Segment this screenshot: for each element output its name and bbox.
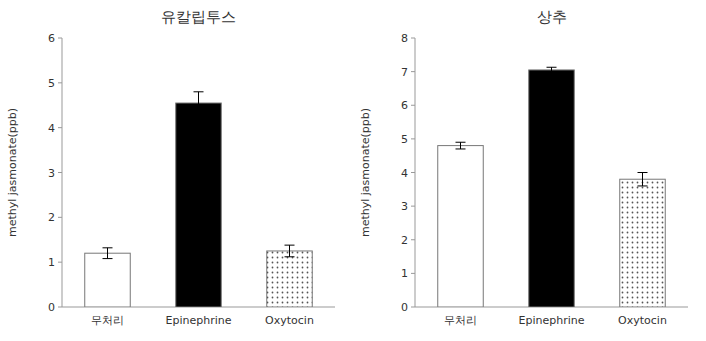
error-bar-path	[638, 173, 648, 186]
x-tick-label: Oxytocin	[265, 314, 314, 327]
y-tick-label: 1	[48, 256, 55, 269]
y-tick-label: 6	[401, 99, 408, 112]
error-bar-path	[194, 92, 204, 114]
chart-title: 상추	[537, 8, 567, 26]
error-bar-path	[285, 245, 295, 257]
chart-svg: 유칼립투스 methyl jasmonate(ppb) 0 1 2 3 4 5 6 무처리 Epin…	[0, 0, 706, 341]
chart-container: 유칼립투스 methyl jasmonate(ppb) 0 1 2 3 4 5 6 무처리 Epin…	[0, 0, 706, 341]
bar-hatch	[267, 251, 313, 307]
x-tick-label: 무처리	[444, 314, 477, 327]
y-tick-label: 3	[401, 200, 408, 213]
error-bar	[638, 173, 648, 186]
y-tick-label: 2	[48, 211, 55, 224]
y-tick-label: 4	[48, 122, 55, 135]
y-tick	[411, 105, 415, 106]
bar	[438, 146, 484, 307]
x-tick-label: Oxytocin	[618, 314, 667, 327]
y-tick	[58, 217, 62, 218]
bar	[267, 251, 313, 307]
bar	[620, 179, 666, 307]
y-tick-label: 1	[401, 267, 408, 280]
y-tick	[58, 82, 62, 83]
error-bar-path	[547, 67, 557, 72]
x-tick-label: Epinephrine	[166, 314, 232, 327]
error-bar-path	[103, 248, 113, 259]
y-tick-label: 0	[401, 301, 408, 314]
x-tick-label: 무처리	[91, 314, 124, 327]
y-tick	[58, 38, 62, 39]
error-bar-path	[456, 142, 466, 149]
panel: 상추 methyl jasmonate(ppb) 0 1 2 3 4 5 6 7 8 무처리 Epine…	[359, 8, 688, 327]
y-tick-label: 6	[48, 32, 55, 45]
y-tick	[58, 307, 62, 308]
y-tick	[411, 172, 415, 173]
marks	[438, 67, 666, 307]
y-tick	[58, 172, 62, 173]
y-tick	[411, 307, 415, 308]
y-tick-label: 5	[401, 133, 408, 146]
y-tick	[58, 262, 62, 263]
marks	[85, 92, 313, 307]
y-tick	[58, 127, 62, 128]
bar	[529, 70, 575, 307]
x-tick-label: Epinephrine	[519, 314, 585, 327]
y-tick	[411, 38, 415, 39]
y-tick	[411, 239, 415, 240]
chart-title: 유칼립투스	[161, 8, 236, 26]
error-bar	[547, 67, 557, 72]
y-tick	[411, 206, 415, 207]
error-bar	[285, 245, 295, 257]
y-tick-label: 3	[48, 167, 55, 180]
y-tick	[411, 138, 415, 139]
y-axis-label: methyl jasmonate(ppb)	[6, 108, 19, 237]
error-bar	[194, 92, 204, 114]
y-tick-label: 2	[401, 234, 408, 247]
y-tick-label: 8	[401, 32, 408, 45]
y-tick-label: 5	[48, 77, 55, 90]
error-bar	[456, 142, 466, 149]
bar-hatch	[620, 179, 666, 307]
panel: 유칼립투스 methyl jasmonate(ppb) 0 1 2 3 4 5 6 무처리 Epin…	[6, 8, 335, 327]
bar	[176, 103, 222, 307]
y-axis-label: methyl jasmonate(ppb)	[359, 108, 372, 237]
y-tick	[411, 273, 415, 274]
bar	[85, 253, 131, 307]
y-tick-label: 4	[401, 167, 408, 180]
y-tick-label: 0	[48, 301, 55, 314]
y-tick-label: 7	[401, 66, 408, 79]
y-tick	[411, 71, 415, 72]
error-bar	[103, 248, 113, 259]
